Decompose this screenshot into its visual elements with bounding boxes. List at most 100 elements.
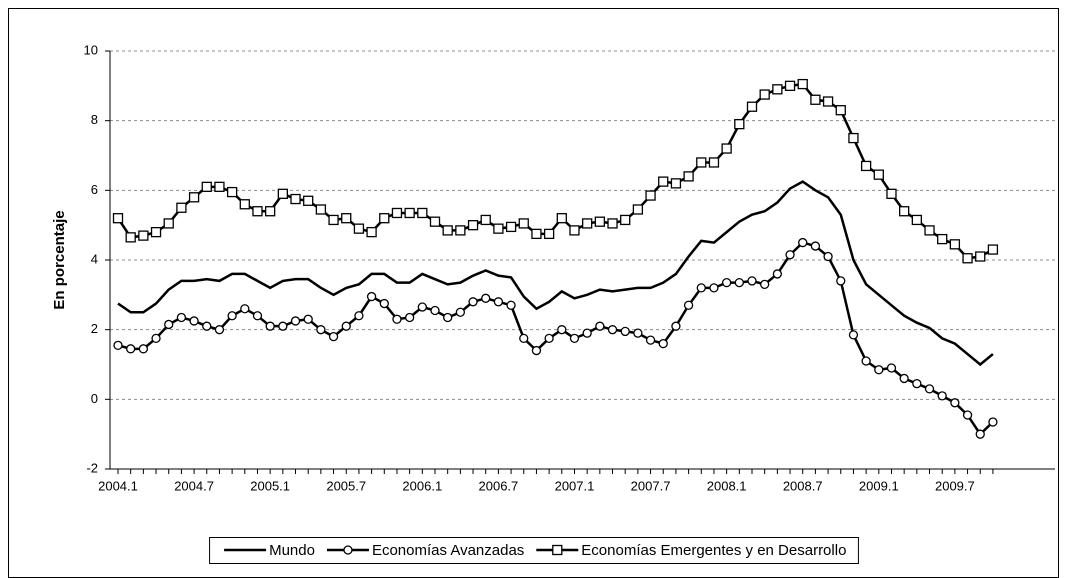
data-point	[493, 223, 504, 234]
data-point	[683, 300, 694, 310]
data-point	[303, 195, 314, 206]
data-point	[759, 89, 770, 100]
data-point	[341, 321, 351, 331]
x-tick-label: 2007.1	[555, 478, 595, 493]
data-point	[442, 225, 453, 236]
data-point	[303, 314, 313, 324]
legend-label: Mundo	[269, 542, 315, 559]
data-point	[823, 251, 833, 262]
data-point	[164, 319, 174, 330]
data-point	[493, 297, 504, 307]
data-point	[886, 188, 897, 199]
data-point	[784, 80, 796, 91]
data-point	[354, 311, 364, 321]
data-point	[150, 226, 162, 238]
data-point	[328, 331, 339, 342]
data-point	[607, 325, 618, 335]
series-line	[117, 241, 994, 437]
legend-label: Economías Avanzadas	[372, 542, 524, 559]
chart-frame	[8, 8, 1059, 578]
data-point	[176, 312, 187, 323]
data-point	[252, 206, 263, 217]
data-point	[467, 220, 479, 231]
data-point	[747, 276, 757, 286]
data-point	[265, 206, 276, 217]
data-point	[366, 226, 377, 238]
data-point	[835, 105, 846, 116]
x-tick-label: 2004.7	[174, 478, 214, 493]
x-tick-label: 2005.1	[250, 478, 290, 493]
data-point	[645, 190, 656, 201]
x-tick-label: 2007.7	[631, 478, 671, 493]
data-point	[620, 326, 630, 337]
data-point	[531, 345, 542, 356]
data-point	[113, 340, 123, 350]
data-point	[760, 279, 770, 290]
data-point	[278, 321, 288, 331]
data-point	[240, 304, 250, 314]
data-point	[836, 276, 846, 286]
data-point	[481, 293, 491, 303]
data-point	[746, 101, 758, 112]
y-tick-label: 0	[91, 391, 98, 406]
data-point	[595, 321, 605, 331]
data-point	[671, 321, 681, 331]
data-point	[861, 356, 871, 366]
data-point	[988, 417, 998, 427]
data-point	[163, 218, 174, 229]
y-tick-label: -2	[86, 460, 98, 475]
y-tick-label: 2	[91, 321, 98, 336]
x-tick-label: 2009.7	[935, 478, 975, 493]
data-point	[645, 335, 656, 345]
data-point	[569, 333, 580, 344]
legend-marker	[552, 544, 563, 556]
data-point	[950, 398, 960, 408]
data-point	[543, 228, 555, 240]
data-point	[975, 251, 986, 262]
data-point	[670, 178, 682, 189]
data-point	[417, 302, 427, 312]
data-point	[924, 225, 935, 236]
data-point	[151, 333, 161, 344]
data-point	[544, 333, 554, 344]
data-point	[557, 325, 567, 335]
data-point	[455, 307, 466, 317]
data-point	[709, 283, 719, 293]
data-point	[899, 373, 909, 384]
data-point	[683, 171, 694, 182]
data-point	[734, 277, 744, 288]
data-point	[822, 96, 834, 107]
data-point	[443, 312, 453, 323]
data-point	[505, 221, 517, 233]
data-point	[962, 410, 973, 420]
data-point	[328, 214, 339, 226]
data-point	[582, 328, 592, 338]
data-point	[112, 213, 124, 224]
data-point	[353, 223, 365, 234]
x-tick-label: 2004.1	[98, 478, 138, 493]
data-point	[658, 176, 669, 187]
data-point	[632, 204, 644, 215]
data-point	[556, 213, 567, 224]
data-point	[734, 119, 745, 130]
data-point	[696, 283, 706, 293]
data-point	[379, 298, 389, 309]
data-point	[594, 216, 605, 227]
x-tick-label: 2006.7	[479, 478, 519, 493]
y-tick-label: 10	[84, 42, 98, 57]
data-point	[772, 84, 783, 95]
data-point	[912, 379, 922, 389]
data-point	[708, 157, 720, 168]
data-point	[429, 216, 441, 227]
data-point	[987, 244, 999, 255]
x-tick-label: 2006.1	[402, 478, 442, 493]
data-point	[518, 218, 529, 229]
data-point	[189, 316, 199, 326]
y-tick-label: 6	[91, 182, 98, 197]
data-point	[265, 321, 275, 331]
data-point	[569, 225, 580, 236]
data-point	[810, 94, 821, 105]
legend: Mundo Economías Avanzadas Economías Emerge…	[209, 537, 859, 564]
